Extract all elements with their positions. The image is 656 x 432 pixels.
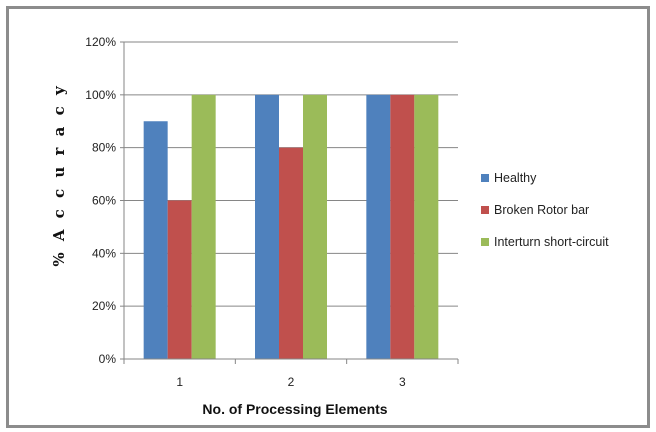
x-axis-title: No. of Processing Elements xyxy=(202,401,387,417)
x-tick-label: 1 xyxy=(176,375,183,389)
legend-label: Broken Rotor bar xyxy=(494,203,589,217)
legend-label: Interturn short-circuit xyxy=(494,235,609,249)
y-tick-labels: 0% 20% 40% 60% 80% 100% 120% xyxy=(85,35,124,366)
bar-2-cat-3 xyxy=(390,94,415,359)
bar-3-cat-3 xyxy=(414,94,439,359)
bars xyxy=(143,94,439,359)
bar-1-cat-1 xyxy=(143,121,168,359)
y-tick-label: 60% xyxy=(92,194,116,208)
bar-1-cat-2 xyxy=(255,94,279,359)
x-tick-label: 3 xyxy=(399,375,406,389)
y-axis-title: % A c c u r a c y xyxy=(50,83,68,266)
x-tick-label: 2 xyxy=(288,375,295,389)
x-tick-labels: 1 2 3 xyxy=(123,359,459,389)
y-tick-label: 0% xyxy=(99,352,117,366)
chart-frame xyxy=(6,6,650,428)
y-tick-label: 80% xyxy=(92,141,116,155)
legend-swatch xyxy=(481,238,489,246)
legend-swatch xyxy=(481,174,489,182)
legend: Healthy Broken Rotor bar Interturn short-c… xyxy=(481,171,609,249)
bar-2-cat-1 xyxy=(167,200,192,359)
bar-2-cat-2 xyxy=(279,147,303,359)
legend-swatch xyxy=(481,206,489,214)
bar-3-cat-1 xyxy=(191,94,216,359)
bar-3-cat-2 xyxy=(303,94,327,359)
bar-1-cat-3 xyxy=(366,94,391,359)
y-tick-label: 20% xyxy=(92,299,116,313)
y-tick-label: 40% xyxy=(92,246,116,260)
y-tick-label: 100% xyxy=(85,88,116,102)
legend-label: Healthy xyxy=(494,171,537,185)
y-tick-label: 120% xyxy=(85,35,116,49)
